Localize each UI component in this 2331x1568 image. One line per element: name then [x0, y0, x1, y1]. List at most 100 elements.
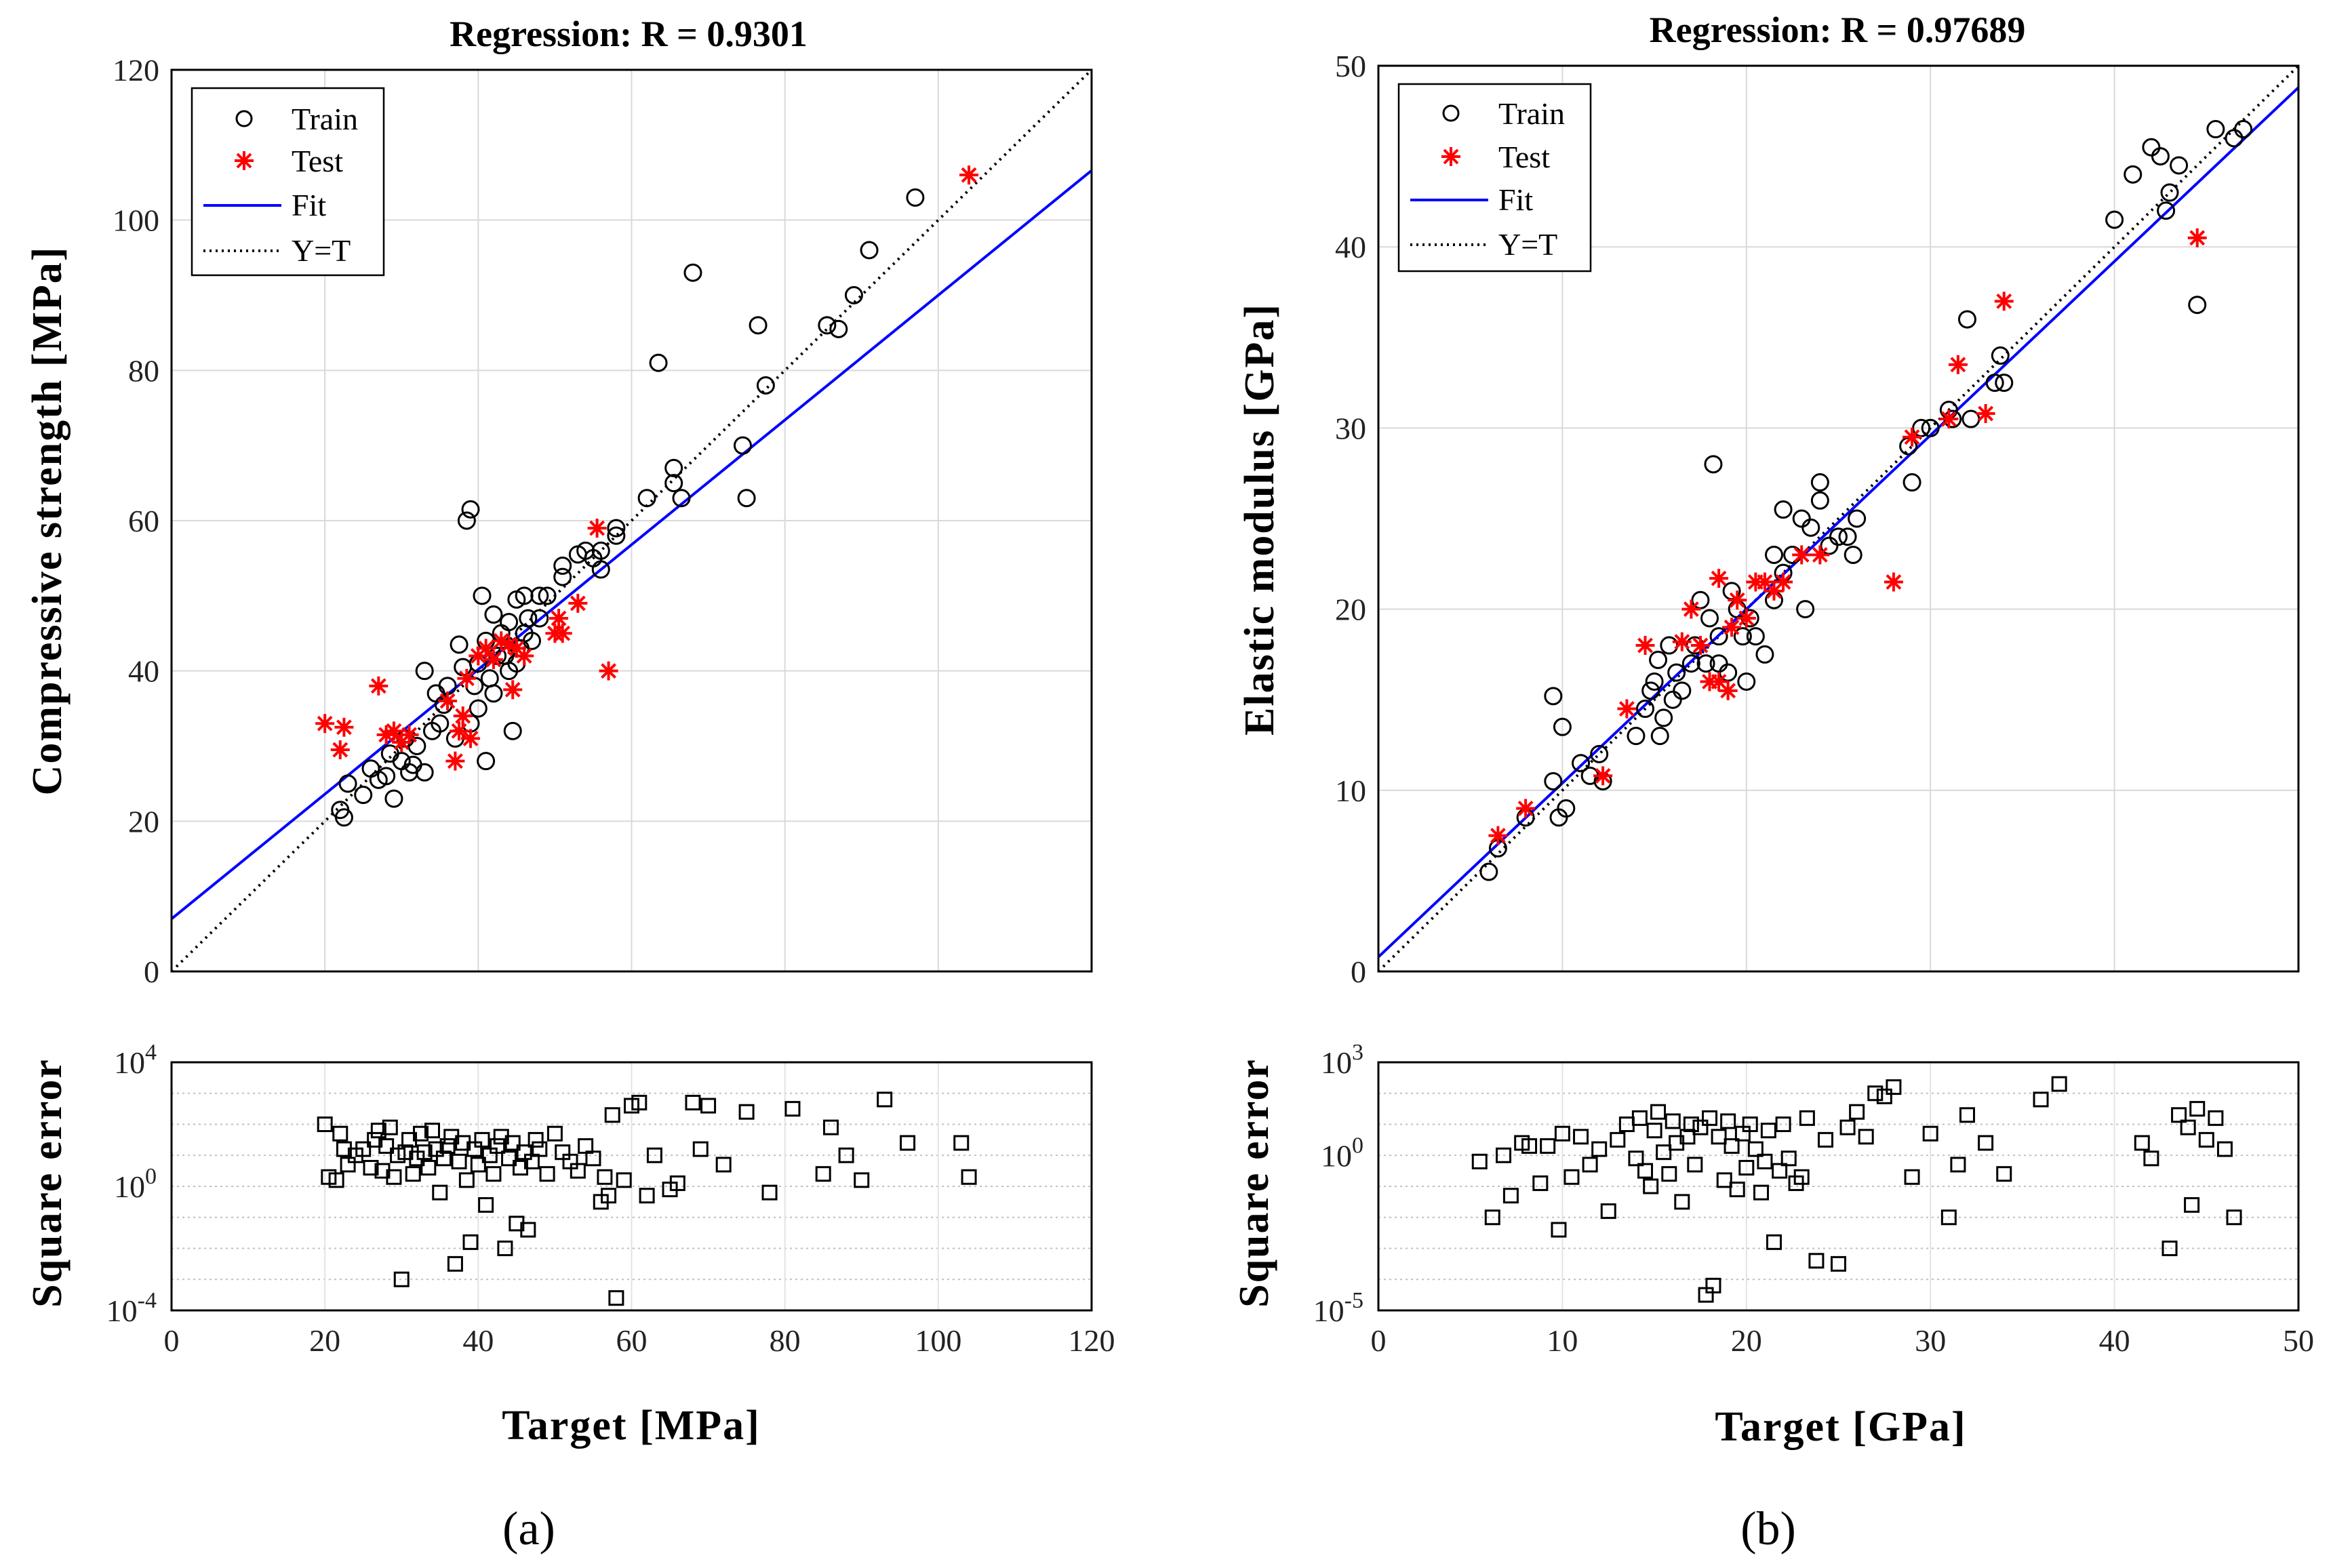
error-point	[1573, 1129, 1589, 1145]
error-point	[1610, 1131, 1626, 1148]
train-point	[1479, 862, 1498, 881]
x-tick-label: 100	[915, 1323, 961, 1358]
error-point	[490, 1138, 506, 1154]
error-point	[1687, 1157, 1703, 1173]
train-point	[2105, 210, 2124, 229]
error-point	[474, 1131, 490, 1148]
legend-test-marker-b	[1441, 147, 1460, 166]
legend-label-test-a: Test	[292, 144, 343, 178]
test-point	[1810, 545, 1830, 565]
legend-b: Train Test Fit Y=T	[1397, 83, 1592, 273]
train-point	[683, 263, 702, 282]
train-point	[1985, 374, 2004, 393]
error-point	[370, 1123, 386, 1139]
error-point	[953, 1135, 970, 1151]
error-point	[604, 1107, 620, 1123]
train-point	[906, 188, 925, 207]
fit-line	[170, 169, 1093, 920]
train-point	[607, 526, 626, 545]
train-point	[1774, 500, 1793, 519]
test-point	[384, 721, 403, 741]
train-point	[844, 286, 863, 304]
train-point	[1844, 545, 1862, 564]
train-point	[1733, 627, 1752, 646]
legend-label-fit-b: Fit	[1498, 182, 1533, 217]
test-point	[503, 680, 523, 700]
error-point	[328, 1172, 344, 1188]
error-point	[2189, 1101, 2206, 1117]
test-point	[1681, 599, 1701, 619]
panel-a: Regression: R = 0.9301 0 20 40 60 80 100 120 C…	[24, 14, 1115, 1555]
error-point	[424, 1123, 440, 1139]
error-point	[386, 1169, 402, 1185]
train-point	[2124, 165, 2143, 184]
train-point	[431, 714, 450, 733]
y-tick-label: 80	[128, 353, 159, 388]
error-point	[1775, 1117, 1791, 1132]
panel-label-a: (a)	[502, 1503, 555, 1555]
test-point	[1722, 618, 1742, 637]
train-point	[338, 774, 357, 793]
error-point	[405, 1166, 421, 1182]
train-point	[484, 684, 503, 703]
train-point	[1544, 687, 1563, 706]
error-point	[877, 1091, 893, 1108]
test-point	[1728, 590, 1747, 610]
x-tick-label: 0	[1371, 1323, 1387, 1358]
train-point	[1838, 527, 1857, 546]
x-tick-label: 50	[2283, 1323, 2314, 1358]
train-point	[469, 699, 487, 718]
error-point	[1716, 1172, 1732, 1188]
train-point	[1544, 771, 1563, 790]
train-point	[519, 609, 538, 628]
test-point	[476, 639, 496, 658]
train-point	[2157, 201, 2176, 220]
error-point	[900, 1135, 916, 1151]
error-point	[1849, 1104, 1865, 1120]
train-point	[2151, 147, 2170, 166]
legend-label-train-a: Train	[292, 102, 358, 136]
error-point	[1886, 1079, 1902, 1095]
train-point	[1553, 717, 1572, 736]
error-point	[1563, 1169, 1580, 1185]
train-point	[530, 586, 549, 605]
error-point	[1753, 1184, 1770, 1201]
panel-label-b: (b)	[1740, 1503, 1796, 1555]
train-point	[1991, 346, 2010, 365]
y-tick-label: 20	[128, 804, 159, 839]
test-point	[1902, 427, 1922, 447]
train-point	[1681, 654, 1700, 673]
train-point	[415, 662, 434, 681]
x-tick-label: 20	[309, 1323, 340, 1358]
error-point	[1502, 1188, 1519, 1204]
error-point	[585, 1150, 601, 1167]
error-point	[2226, 1209, 2242, 1226]
error-point	[1996, 1166, 2012, 1182]
test-point	[1635, 636, 1655, 656]
test-point	[549, 609, 569, 628]
train-point	[1829, 527, 1848, 546]
train-point	[1590, 744, 1609, 763]
train-point	[500, 613, 519, 632]
error-point	[462, 1234, 479, 1250]
error-point	[2216, 1141, 2233, 1157]
error-point	[700, 1098, 717, 1114]
error-point	[546, 1125, 563, 1142]
train-point	[538, 586, 557, 605]
error-point	[1757, 1153, 1773, 1169]
train-point	[354, 786, 373, 805]
identity-line	[170, 68, 1093, 973]
error-y-tick-label: 100	[114, 1164, 157, 1204]
error-point	[838, 1147, 854, 1163]
error-point	[570, 1163, 586, 1179]
error-point	[1631, 1110, 1648, 1126]
train-point	[2206, 120, 2225, 139]
error-point	[1521, 1138, 1538, 1154]
error-y-tick-labels-a: 10-4 100 104	[106, 1040, 157, 1328]
error-point	[823, 1119, 839, 1135]
error-point	[1876, 1088, 1892, 1104]
error-point	[715, 1157, 732, 1173]
train-point	[450, 635, 469, 654]
test-point	[1709, 569, 1729, 588]
x-tick-label: 10	[1547, 1323, 1578, 1358]
